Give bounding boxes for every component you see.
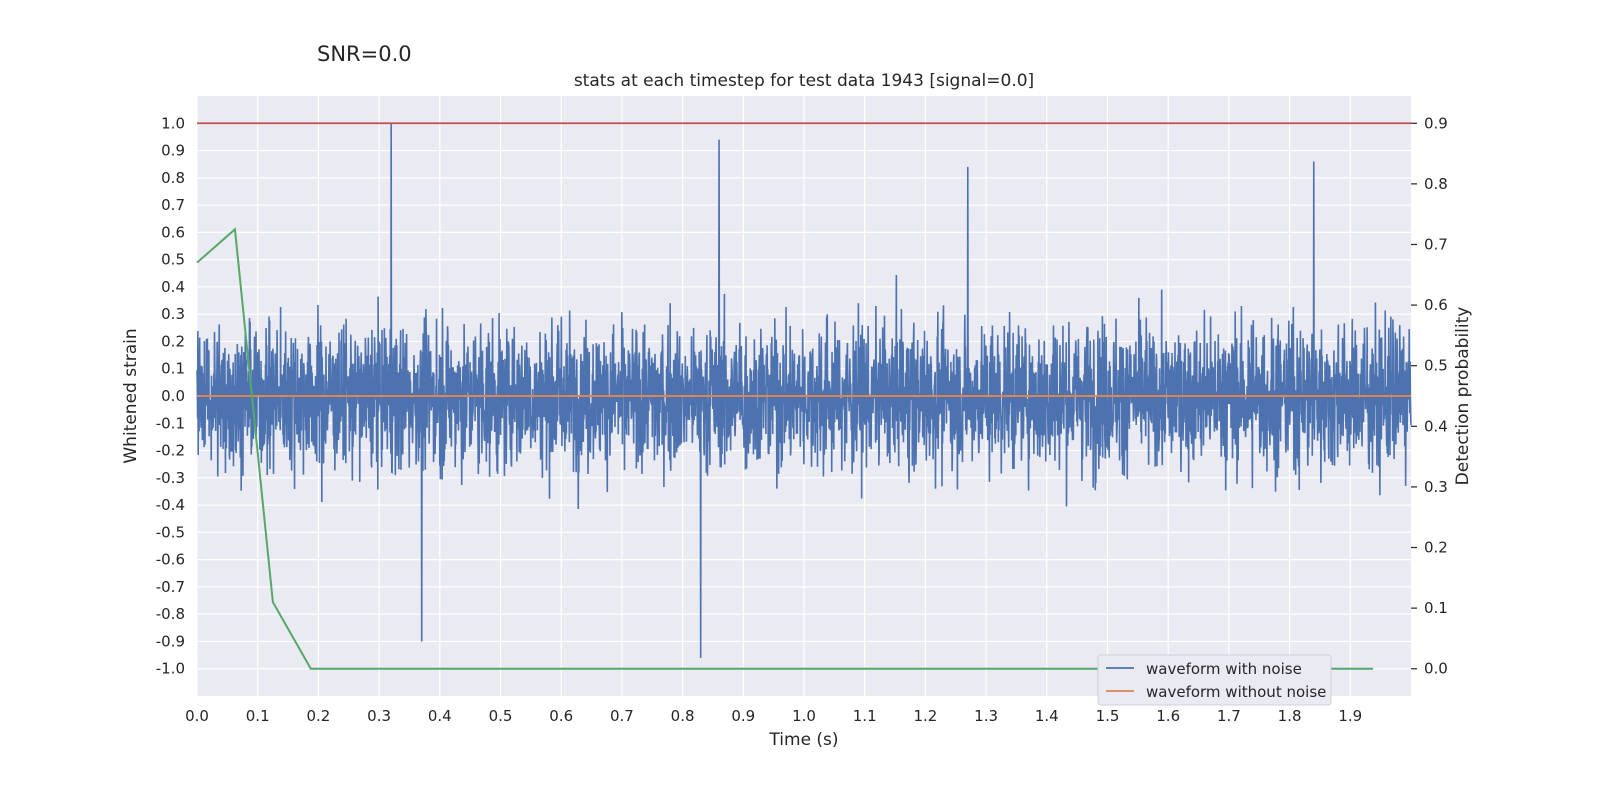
x-tick-label: 1.9 (1338, 707, 1362, 725)
x-tick-label: 1.6 (1156, 707, 1180, 725)
x-tick-label: 1.1 (853, 707, 877, 725)
x-tick-label: 0.6 (549, 707, 573, 725)
y-tick-label: -0.3 (156, 469, 185, 487)
y-tick-label: 0.2 (161, 332, 185, 350)
y-tick-label: 0.7 (161, 196, 185, 214)
x-axis-label: Time (s) (768, 730, 838, 750)
x-tick-label: 0.0 (185, 707, 209, 725)
x-tick-label: 1.2 (913, 707, 937, 725)
x-tick-label: 1.5 (1096, 707, 1120, 725)
y2-tick-label: 0.8 (1424, 175, 1448, 193)
legend-label-noise: waveform with noise (1146, 660, 1302, 678)
y2-tick-label: 0.2 (1424, 539, 1448, 557)
y2-ticks: 0.9 0.8 0.7 0.6 0.5 0.4 0.3 0.2 0.1 0.0 (1411, 114, 1448, 678)
legend: waveform with noise waveform without noi… (1097, 654, 1332, 706)
y-tick-label: -0.1 (156, 414, 185, 432)
y-tick-label: -0.5 (156, 523, 185, 541)
y-tick-label: -0.8 (156, 605, 185, 623)
y2-tick-label: 0.4 (1424, 417, 1448, 435)
legend-box (1097, 654, 1332, 706)
x-tick-label: 0.2 (306, 707, 330, 725)
y-tick-label: -0.4 (156, 496, 185, 514)
x-tick-label: 1.7 (1217, 707, 1241, 725)
y-tick-label: 0.4 (161, 278, 185, 296)
series-waveform-with-noise (196, 123, 1412, 658)
y2-tick-label: 0.7 (1424, 235, 1448, 253)
series-detection-probability (196, 227, 1374, 670)
y-tick-label: 0.5 (161, 251, 185, 269)
x-ticks: 0.0 0.1 0.2 0.3 0.4 0.5 0.6 0.7 0.8 0.9 1.0 1.1 1.2 1… (185, 707, 1362, 725)
y-tick-label: -0.9 (156, 632, 185, 650)
y-tick-label: -0.7 (156, 578, 185, 596)
x-tick-label: 0.3 (367, 707, 391, 725)
y2-tick-label: 0.6 (1424, 296, 1448, 314)
y2-tick-label: 0.5 (1424, 357, 1448, 375)
chart-suptitle: SNR=0.0 (317, 42, 412, 66)
x-tick-label: 0.4 (428, 707, 452, 725)
x-tick-label: 1.3 (974, 707, 998, 725)
legend-label-clean: waveform without noise (1146, 683, 1326, 701)
y-axis-label: Whitened strain (121, 328, 141, 463)
y2-tick-label: 0.1 (1424, 599, 1448, 617)
x-tick-label: 0.8 (671, 707, 695, 725)
y-ticks: 1.0 0.9 0.8 0.7 0.6 0.5 0.4 0.3 0.2 0.1 0.0 -0.1 -0.… (156, 114, 185, 677)
y2-tick-label: 0.3 (1424, 478, 1448, 496)
x-tick-label: 0.5 (489, 707, 513, 725)
y-tick-label: 0.0 (161, 387, 185, 405)
y-tick-label: 1.0 (161, 114, 185, 132)
y-tick-label: 0.6 (161, 223, 185, 241)
x-tick-label: 0.1 (246, 707, 270, 725)
y2-tick-label: 0.0 (1424, 660, 1448, 678)
y-tick-label: -0.6 (156, 551, 185, 569)
y-tick-label: 0.3 (161, 305, 185, 323)
y2-tick-label: 0.9 (1424, 114, 1448, 132)
y-tick-label: 0.1 (161, 360, 185, 378)
chart-title: stats at each timestep for test data 194… (574, 71, 1034, 91)
x-tick-label: 0.7 (610, 707, 634, 725)
series-layer (196, 122, 1412, 670)
x-tick-label: 1.4 (1035, 707, 1059, 725)
y-tick-label: 0.8 (161, 169, 185, 187)
y-tick-label: -0.2 (156, 442, 185, 460)
x-tick-label: 0.9 (731, 707, 755, 725)
y-tick-label: -1.0 (156, 660, 185, 678)
x-tick-label: 1.8 (1278, 707, 1302, 725)
x-tick-label: 1.0 (792, 707, 816, 725)
y-tick-label: 0.9 (161, 142, 185, 160)
y2-axis-label: Detection probability (1453, 307, 1473, 486)
